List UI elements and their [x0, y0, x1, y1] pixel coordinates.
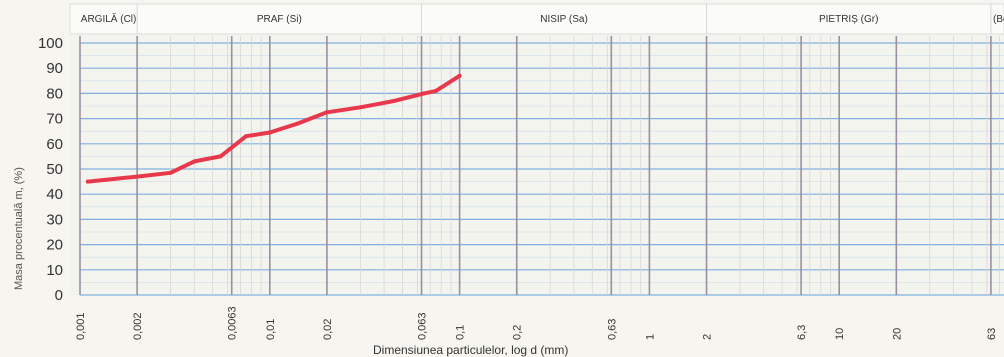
x-tick-0-02: 0,02: [322, 319, 334, 340]
data-point: [168, 170, 173, 175]
y-tick-50: 50: [46, 161, 63, 178]
data-point: [391, 98, 396, 103]
data-point: [218, 154, 223, 159]
y-tick-labels: 0 10 20 30 40 50 60 70 80 90 100: [38, 35, 63, 304]
y-tick-30: 30: [46, 211, 63, 228]
data-point: [433, 88, 438, 93]
band-label-nisip-sa: NISIP (Sa): [540, 14, 588, 25]
x-tick-6-3: 6,3: [796, 325, 808, 340]
data-point: [192, 159, 197, 164]
y-tick-60: 60: [46, 136, 63, 153]
plot-background: [70, 10, 1004, 295]
x-tick-0-002: 0,002: [132, 312, 144, 340]
x-tick-10: 10: [834, 328, 846, 340]
x-tick-0-2: 0,2: [512, 325, 524, 340]
x-axis-label: Dimensiunea particulelor, log d (mm): [373, 343, 568, 357]
y-tick-0: 0: [55, 287, 63, 304]
band-header-row: [69, 3, 1004, 35]
band-label-praf-si: PRAF (Si): [257, 14, 302, 25]
band-label-pietri-gr: PIETRIȘ (Gr): [819, 14, 878, 25]
y-axis-label: Masa procentuală m, (%): [13, 167, 25, 290]
y-tick-10: 10: [46, 262, 63, 279]
x-tick-labels: 0,001 0,002 0,0063 0,01 0,02 0,063 0,1 0,2 0,63 1…: [75, 306, 998, 340]
vertical-gridlines: [79, 36, 1000, 295]
x-tick-0-01: 0,01: [265, 319, 277, 340]
data-point: [457, 73, 462, 78]
data-point: [422, 91, 427, 96]
x-tick-2: 2: [702, 334, 714, 340]
data-point: [244, 134, 249, 139]
data-point: [267, 130, 272, 135]
series-line-0: [85, 73, 462, 184]
y-tick-80: 80: [46, 85, 63, 102]
x-tick-1: 1: [644, 334, 656, 340]
soil-class-bands: ARGILĂ (Cl) PRAF (Si) NISIP (Sa) PIETRIȘ (G…: [69, 3, 1004, 35]
data-point: [85, 179, 90, 184]
series: [85, 73, 462, 184]
x-tick-0-0063: 0,0063: [227, 306, 239, 340]
y-tick-20: 20: [46, 237, 63, 254]
y-tick-40: 40: [46, 186, 63, 203]
y-tick-90: 90: [46, 60, 63, 77]
x-tick-63: 63: [986, 328, 998, 340]
y-tick-100: 100: [38, 35, 63, 52]
data-point: [295, 121, 300, 126]
x-tick-0-1: 0,1: [455, 325, 467, 340]
data-point: [358, 105, 363, 110]
x-tick-0-063: 0,063: [417, 312, 429, 340]
data-point: [324, 110, 329, 115]
band-label-argil-cl: ARGILĂ (Cl): [81, 12, 137, 25]
horizontal-gridlines: [80, 42, 1004, 296]
band-label-bo: (Bo): [993, 14, 1004, 25]
y-tick-70: 70: [46, 111, 63, 128]
data-point: [135, 174, 140, 179]
x-tick-20: 20: [891, 328, 903, 340]
x-tick-0-001: 0,001: [75, 312, 87, 340]
x-tick-0-63: 0,63: [606, 319, 618, 340]
